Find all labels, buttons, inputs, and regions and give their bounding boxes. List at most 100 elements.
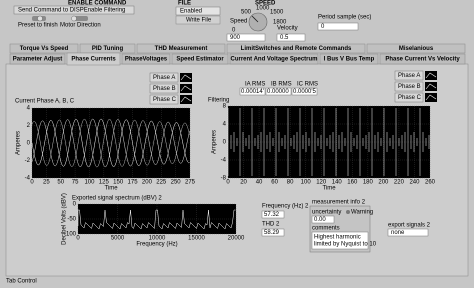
legend-swatch bbox=[180, 95, 192, 104]
knob-label: Speed bbox=[230, 19, 247, 25]
tab[interactable] bbox=[9, 43, 79, 54]
x-tick-label: 120 bbox=[316, 180, 327, 186]
tab-label[interactable]: I Bus V Bus Temp bbox=[324, 57, 375, 63]
tab-label[interactable]: PID Tuning bbox=[92, 46, 124, 52]
input-value[interactable]: 0 bbox=[321, 24, 325, 30]
knob-tick: 1000 bbox=[256, 6, 270, 12]
x-tick-label: 0 bbox=[30, 180, 34, 186]
tab-label[interactable]: Phase Current Vs Velocity bbox=[385, 57, 460, 63]
tab-label[interactable]: Phase Currents bbox=[71, 57, 116, 63]
legend-line bbox=[180, 74, 192, 81]
rms-label: IB RMS bbox=[271, 82, 292, 88]
label: measurement info 2 bbox=[312, 200, 366, 206]
axis-label: Amperes bbox=[212, 130, 218, 154]
tab-label[interactable]: Parameter Adjust bbox=[13, 57, 62, 63]
button-label[interactable]: Write File bbox=[186, 18, 212, 24]
tab-label[interactable]: LimitSwitches and Remote Commands bbox=[241, 46, 352, 52]
velocity-input[interactable] bbox=[276, 33, 306, 42]
waveform bbox=[31, 118, 190, 168]
footer-label: Tab Control bbox=[6, 279, 37, 285]
rms-value: 0.00000 bbox=[267, 89, 289, 95]
speed-input[interactable] bbox=[226, 33, 266, 42]
x-tick-label: 0 bbox=[76, 236, 80, 242]
tab[interactable] bbox=[66, 52, 121, 66]
switch-label: Motor Direction bbox=[60, 23, 101, 29]
filtered-signal bbox=[227, 108, 430, 176]
y-tick-label: -4 bbox=[221, 158, 227, 164]
graph-title: Current Phase A, B, C bbox=[15, 99, 75, 105]
toggle-knob[interactable] bbox=[37, 15, 43, 22]
toggle-knob[interactable] bbox=[71, 15, 77, 22]
tab-label[interactable]: Miselanious bbox=[399, 46, 434, 52]
y-tick-label: 4 bbox=[27, 106, 31, 112]
label: ENABLE COMMAND bbox=[68, 1, 127, 7]
tab[interactable] bbox=[121, 53, 171, 65]
indicator bbox=[261, 210, 285, 219]
rms-value: 0.0000'5 bbox=[293, 89, 316, 95]
toggle-switch[interactable] bbox=[74, 16, 88, 21]
y-tick-label: 4 bbox=[223, 122, 227, 128]
legend-item bbox=[394, 81, 424, 92]
legend-item bbox=[149, 94, 179, 105]
x-tick-label: 50 bbox=[57, 180, 64, 186]
legend-label: Phase B bbox=[398, 84, 421, 90]
x-tick-label: 150 bbox=[113, 180, 124, 186]
legend-item bbox=[394, 92, 424, 103]
label: Frequency (Hz) 2 bbox=[262, 204, 309, 210]
value[interactable]: none bbox=[391, 230, 405, 236]
rms-box bbox=[291, 87, 318, 96]
value: 58.29 bbox=[264, 230, 280, 236]
legend-item bbox=[149, 83, 179, 94]
x-tick-label: 80 bbox=[287, 180, 294, 186]
x-tick-label: 5000 bbox=[111, 236, 125, 242]
input-value[interactable]: 0.5 bbox=[280, 35, 289, 41]
rms-box bbox=[239, 87, 266, 96]
rms-value: 0.00014' bbox=[241, 89, 264, 95]
waveform bbox=[31, 118, 190, 168]
tab[interactable] bbox=[226, 43, 366, 54]
legend-item bbox=[394, 70, 424, 81]
rms-box bbox=[265, 87, 292, 96]
legend-label: Phase A bbox=[153, 75, 175, 81]
y-tick-label: -4 bbox=[25, 176, 31, 182]
label: FILE bbox=[178, 1, 191, 7]
graph-title: Filtering bbox=[208, 98, 229, 104]
tab-label[interactable]: THD Measurement bbox=[155, 46, 208, 52]
indicator bbox=[311, 215, 335, 224]
legend-line bbox=[425, 83, 437, 90]
spectrum-signal bbox=[77, 209, 236, 230]
write-button[interactable] bbox=[175, 15, 221, 25]
tab[interactable] bbox=[136, 43, 226, 54]
tab[interactable] bbox=[171, 53, 229, 65]
file-status bbox=[175, 6, 221, 16]
tab[interactable] bbox=[366, 43, 466, 54]
y-tick-label: 2 bbox=[27, 123, 31, 129]
tab[interactable] bbox=[229, 53, 319, 65]
y-tick-label: -2 bbox=[25, 158, 31, 164]
input-value[interactable]: 900 bbox=[230, 35, 241, 41]
period-input[interactable] bbox=[317, 22, 359, 31]
tab-label[interactable]: Current And Voltage Spectrum bbox=[230, 57, 317, 63]
comment-line: Highest harmonic bbox=[314, 235, 361, 241]
tab-label[interactable]: PhaseVoltages bbox=[125, 57, 168, 63]
y-tick-label: 0 bbox=[27, 141, 31, 147]
axis-label: Time bbox=[104, 186, 118, 192]
tab-label[interactable]: Torque Vs Speed bbox=[20, 46, 69, 52]
legend-swatch bbox=[180, 84, 192, 93]
label: SPEED bbox=[255, 1, 276, 7]
knob-tick: 1500 bbox=[270, 10, 284, 16]
tab[interactable] bbox=[379, 53, 466, 65]
tab-label[interactable]: Speed Estimator bbox=[176, 57, 224, 63]
tab[interactable] bbox=[9, 53, 66, 65]
tab[interactable] bbox=[319, 53, 379, 65]
legend-label: Phase C bbox=[153, 97, 177, 103]
x-tick-label: 125 bbox=[99, 180, 110, 186]
rms-label: IA RMS bbox=[245, 82, 265, 88]
x-tick-label: 40 bbox=[256, 180, 263, 186]
export-select[interactable] bbox=[387, 228, 429, 237]
comment-line: limited by Nyquist to 10 bbox=[314, 242, 377, 248]
legend-line bbox=[180, 96, 192, 103]
x-tick-label: 20000 bbox=[228, 236, 245, 242]
command-frame bbox=[13, 5, 135, 15]
